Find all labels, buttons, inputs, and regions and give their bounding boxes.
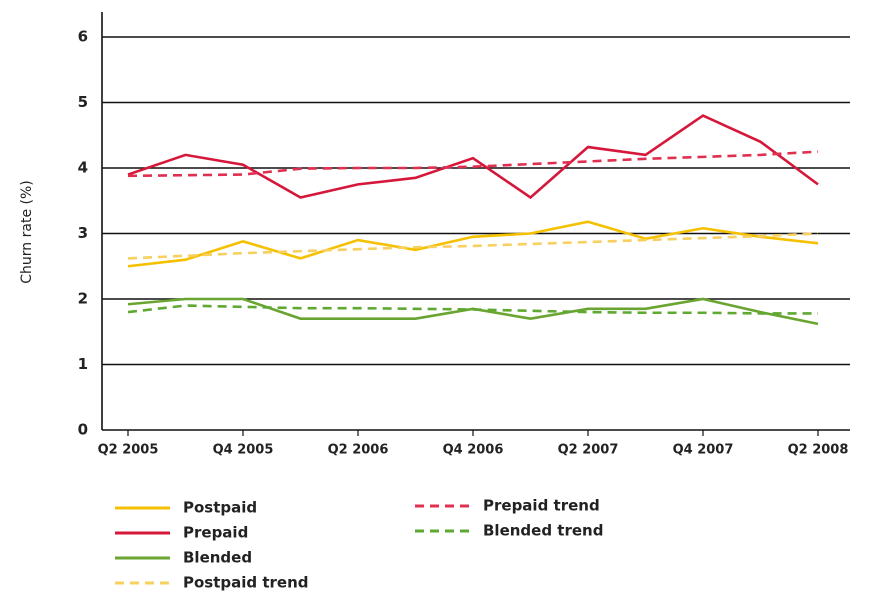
series-line: [127, 114, 819, 200]
x-tick-label: Q2 2008: [788, 443, 849, 458]
legend-label: Postpaid: [183, 499, 257, 517]
legend-label: Prepaid trend: [483, 497, 600, 515]
y-axis-label: Churn rate (%): [19, 180, 35, 283]
y-tick-label: 0: [78, 421, 88, 439]
x-tick-label: Q4 2007: [673, 443, 734, 458]
legend-label: Blended: [183, 549, 252, 567]
x-tick-label: Q2 2007: [558, 443, 619, 458]
x-tick-label: Q2 2006: [328, 443, 389, 458]
x-tick-label: Q4 2005: [213, 443, 274, 458]
series-line: [127, 220, 819, 268]
y-tick-label: 5: [78, 93, 88, 111]
x-tick-label: Q4 2006: [443, 443, 504, 458]
legend-label: Prepaid: [183, 524, 248, 542]
series-line: [127, 304, 818, 315]
legend-label: Postpaid trend: [183, 574, 309, 592]
series-line: [127, 232, 819, 260]
y-tick-label: 3: [78, 224, 88, 242]
y-tick-label: 1: [78, 355, 88, 373]
y-tick-label: 2: [78, 290, 88, 308]
series-line: [127, 297, 819, 326]
y-tick-label: 6: [78, 28, 88, 46]
x-tick-label: Q2 2005: [98, 443, 159, 458]
series-line: [127, 150, 819, 178]
legend-label: Blended trend: [483, 522, 603, 540]
y-tick-label: 4: [78, 159, 88, 177]
